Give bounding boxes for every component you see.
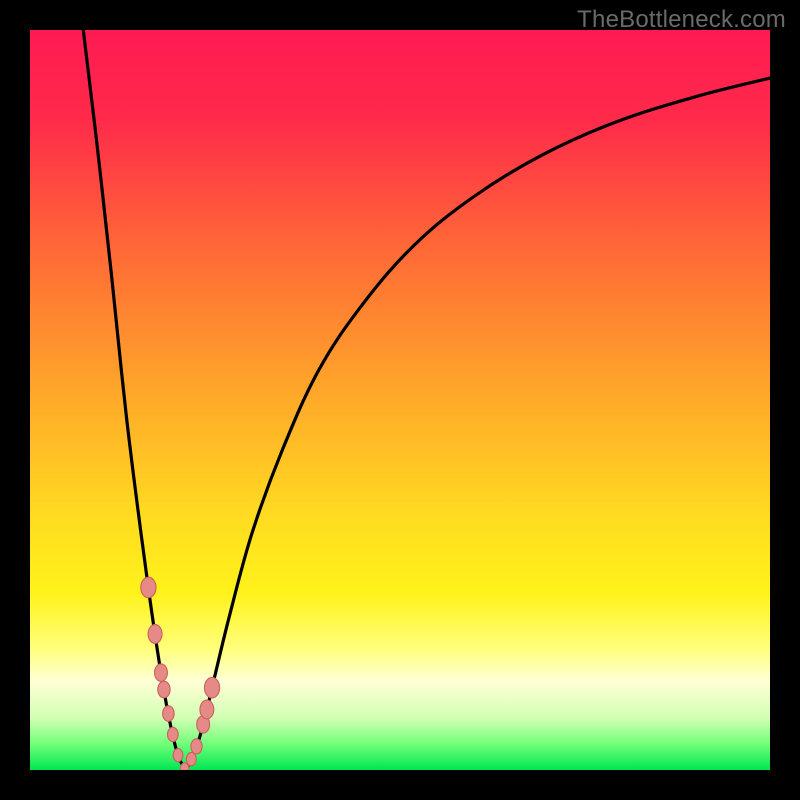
marker-right-4 <box>204 677 219 698</box>
marker-left-3 <box>158 681 170 698</box>
marker-left-5 <box>167 727 178 741</box>
marker-left-6 <box>173 749 183 762</box>
bottleneck-chart <box>30 30 770 770</box>
marker-left-1 <box>148 625 162 644</box>
marker-left-2 <box>155 664 168 681</box>
marker-left-0 <box>141 577 156 598</box>
marker-right-0 <box>186 752 196 765</box>
marker-right-1 <box>191 739 202 754</box>
watermark-text: TheBottleneck.com <box>577 6 786 34</box>
marker-right-3 <box>200 700 214 719</box>
chart-background <box>30 30 770 770</box>
marker-left-4 <box>163 706 175 722</box>
